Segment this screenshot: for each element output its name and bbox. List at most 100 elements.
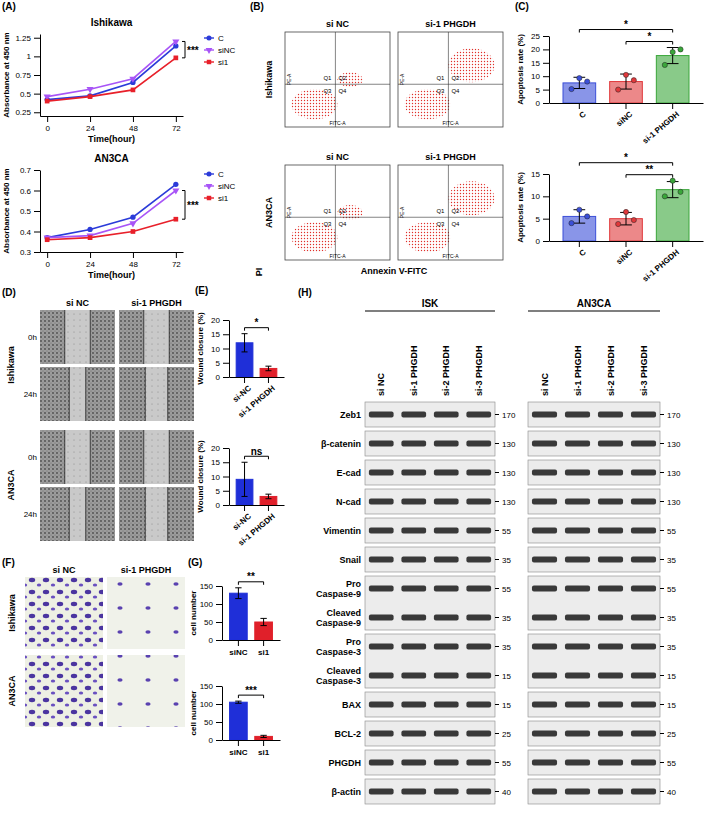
band — [369, 528, 394, 534]
cell-cloud — [291, 89, 337, 119]
band — [565, 441, 590, 447]
row-label: AN3CA — [6, 469, 16, 501]
band — [565, 557, 590, 563]
data-point — [88, 94, 93, 99]
wound-gap — [69, 487, 86, 541]
band — [598, 789, 623, 795]
data-point — [129, 77, 136, 83]
wound-edge — [69, 487, 86, 541]
y-tick: 0 — [209, 636, 222, 645]
mw-label: 55 — [502, 585, 511, 594]
quadrant-label: Q4 — [338, 221, 347, 227]
x-tick-label: C — [577, 248, 587, 259]
y-tick: 25 — [531, 32, 549, 41]
transwell-image — [107, 577, 185, 649]
error-bar — [235, 588, 241, 599]
series-line — [47, 184, 176, 237]
blot-strip — [528, 518, 660, 543]
time-label: 24h — [24, 390, 37, 399]
significance-label: * — [647, 31, 651, 42]
error-bar — [667, 48, 679, 64]
lane-label: si-1 PHGDH — [573, 345, 583, 396]
band — [401, 702, 426, 708]
band — [598, 702, 623, 708]
plot-axis-title: FITC-A — [442, 253, 459, 259]
wound-edge — [65, 310, 91, 364]
y-tick-label: 20 — [531, 45, 540, 54]
y-tick-label: 20 — [211, 444, 220, 453]
x-tick-label: siNC — [229, 748, 247, 757]
y-tick: 0.4 — [20, 228, 40, 237]
x-axis-title: Time(hour) — [88, 134, 135, 144]
legend-label: si1 — [218, 194, 229, 203]
band — [631, 586, 656, 592]
band — [434, 644, 459, 650]
blot-strip — [528, 779, 660, 804]
y-tick-mark — [34, 38, 40, 39]
x-tick-label: si1 — [258, 648, 270, 657]
band — [565, 586, 590, 592]
blot-strip — [365, 518, 495, 543]
x-tick: 48 — [129, 116, 138, 133]
line-chart: 02448720.250.50.7511.25IshikawaTime(hour… — [2, 17, 236, 144]
y-tick-mark — [543, 241, 549, 242]
y-tick-mark — [223, 320, 229, 321]
y-axis-title: cell number — [189, 691, 198, 736]
x-tick-mark — [263, 640, 264, 646]
wound-gap — [65, 430, 91, 484]
mw-label: 35 — [667, 614, 676, 623]
bar-chart: 05101520si-NCsi-1 PHGDHWound closure (%)… — [196, 312, 285, 419]
y-axis-title: Apoptosis rate (%) — [516, 172, 525, 243]
y-tick-mark — [34, 75, 40, 76]
mw-label: 35 — [502, 643, 511, 652]
y-tick-mark — [34, 211, 40, 212]
mw-tick — [660, 501, 664, 502]
y-tick-label: 0.25 — [15, 108, 31, 117]
plot-area — [236, 334, 277, 377]
significance-label: * — [624, 19, 628, 30]
band — [369, 673, 394, 679]
x-tick-label: 0 — [45, 124, 50, 133]
x-tick-label: 24 — [86, 124, 95, 133]
band — [369, 557, 394, 563]
y-tick-mark — [216, 586, 222, 587]
wound-edge — [145, 487, 168, 541]
band — [631, 702, 656, 708]
band — [598, 615, 623, 621]
mw-tick — [495, 559, 499, 560]
x-tick-mark — [268, 377, 269, 383]
x-tick-label: siNC — [615, 248, 635, 267]
band — [598, 586, 623, 592]
replicate-point — [670, 49, 675, 54]
plot-area — [563, 47, 689, 103]
legend-label: siNC — [218, 182, 236, 191]
y-axis-title: Absorbance at 450 nm — [2, 32, 11, 117]
x-axis-line — [230, 377, 285, 378]
error-bar — [260, 735, 266, 737]
panel-label: (B) — [250, 1, 264, 12]
significance-bracket — [182, 191, 185, 220]
wound-edge — [69, 367, 86, 421]
x-axis: siNCsi1 — [223, 640, 281, 657]
mw-label: 55 — [667, 527, 676, 536]
protein-label: BCL-2 — [335, 729, 362, 739]
wound-gap — [69, 367, 86, 421]
mw-tick — [660, 733, 664, 734]
band — [434, 499, 459, 505]
protein-label: Zeb1 — [340, 410, 361, 420]
x-axis-line — [223, 640, 281, 641]
band — [598, 499, 623, 505]
y-tick-mark — [216, 722, 222, 723]
plot-axis-title: PE-A — [399, 73, 405, 85]
y-tick-label: 15 — [531, 170, 540, 179]
y-tick-label: 10 — [531, 192, 540, 201]
band — [466, 557, 491, 563]
bar-chart: 05101520si-NCsi-1 PHGDHWound closure (%)… — [196, 440, 285, 547]
y-tick: 0.3 — [20, 248, 40, 257]
band — [466, 760, 491, 766]
x-tick-label: 48 — [129, 124, 138, 133]
band — [565, 615, 590, 621]
blot-strip — [365, 547, 495, 572]
y-tick: 20 — [531, 45, 549, 54]
band — [466, 673, 491, 679]
